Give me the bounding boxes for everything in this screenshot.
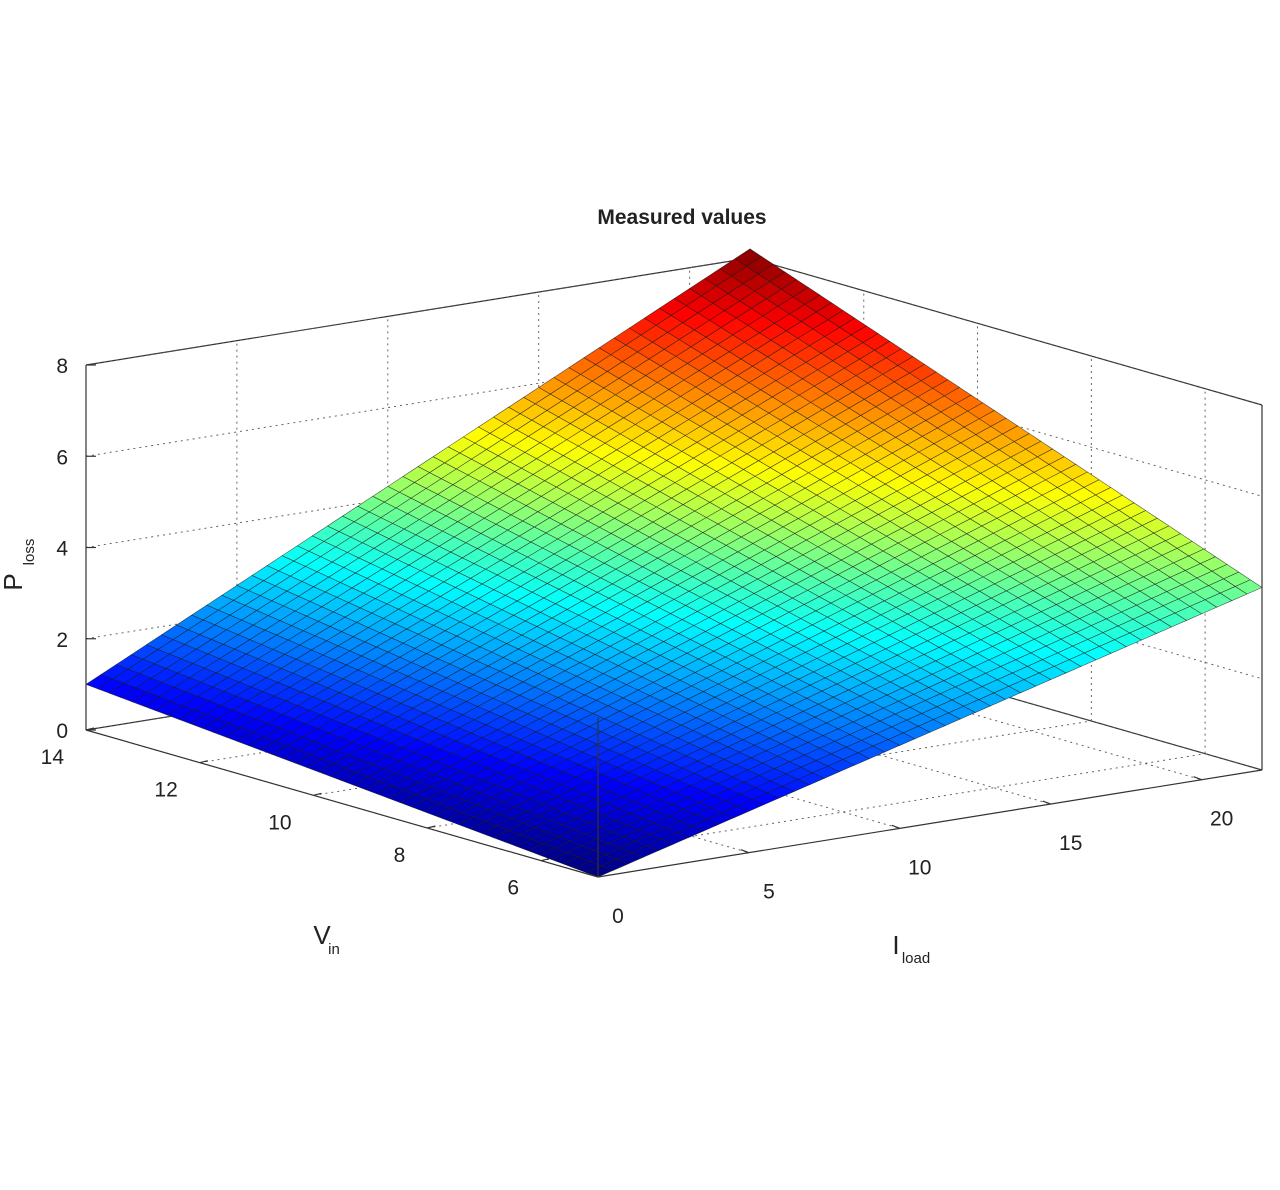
box-edge	[749, 257, 1263, 406]
grid-line-z	[85, 257, 751, 366]
y-axis-label: V in	[313, 920, 340, 958]
box-edge	[597, 769, 1263, 878]
x-tick-label: 20	[1210, 808, 1233, 831]
z-tick-label: 2	[56, 629, 68, 652]
x-axis-label: I load	[892, 930, 930, 967]
y-axis-label-main: V	[313, 920, 331, 950]
x-tick	[1193, 776, 1202, 781]
box-edge	[85, 729, 599, 878]
y-tick-label: 6	[507, 877, 519, 900]
y-tick-label: 14	[41, 746, 65, 769]
y-tick	[540, 858, 550, 862]
y-tick	[199, 760, 208, 764]
z-axis-label-sub: loss	[21, 539, 38, 566]
x-tick	[1042, 800, 1051, 805]
z-tick-label: 0	[56, 720, 68, 743]
x-tick-label: 0	[612, 905, 624, 928]
z-axis-label: P loss	[0, 539, 38, 591]
y-tick	[85, 727, 95, 731]
grid-line-z	[85, 348, 751, 457]
grid-line-y	[541, 753, 1206, 862]
y-axis-label-sub: in	[328, 941, 340, 958]
x-tick-label: 15	[1059, 832, 1082, 855]
y-tick-label: 8	[394, 844, 406, 867]
x-tick-label: 5	[763, 881, 775, 904]
z-tick-label: 6	[56, 446, 68, 469]
x-axis-label-sub: load	[902, 950, 930, 967]
y-tick-label: 10	[268, 811, 291, 834]
tick-labels: 0 2 4 6 8 6 8 10 12 14 0 5 10 15 20	[41, 355, 1234, 928]
x-tick	[740, 849, 750, 854]
x-tick-label: 10	[908, 856, 931, 879]
y-tick-label: 12	[154, 779, 177, 802]
x-tick	[891, 824, 901, 829]
x-axis-label-main: I	[892, 930, 899, 960]
chart-title: Measured values	[597, 206, 766, 229]
y-tick	[313, 792, 322, 796]
z-tick-label: 4	[56, 538, 68, 561]
x-tick	[589, 873, 599, 878]
surface-mesh	[85, 248, 1263, 878]
z-axis-label-main: P	[0, 573, 28, 590]
y-tick	[427, 825, 436, 829]
z-tick-label: 8	[56, 355, 68, 378]
